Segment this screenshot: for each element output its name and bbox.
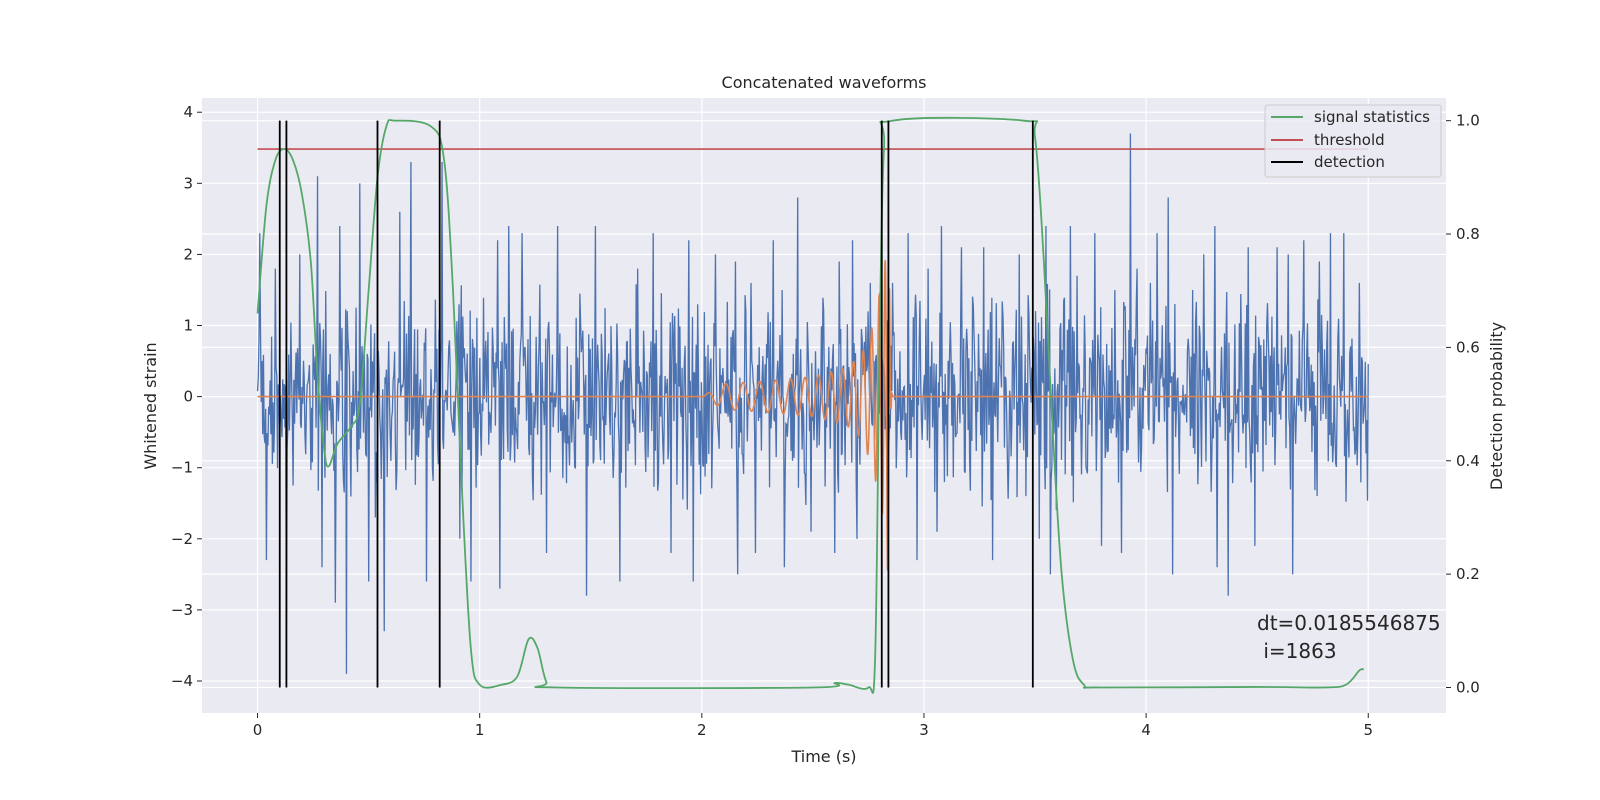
legend: signal statistics threshold detection [1264,104,1442,178]
series-signal-statistics [256,116,1365,694]
y-axis-left: −4 −3 −2 −1 0 1 2 3 4 [171,103,202,690]
y2-tick-label: 0.2 [1456,565,1480,583]
y-tick-label: −3 [171,601,193,619]
y-tick-label: −1 [171,459,193,477]
y2-tick-label: 0.8 [1456,225,1480,243]
x-tick-label: 1 [475,721,485,739]
y2-tick-label: 0.6 [1456,338,1480,356]
y-tick-label: 2 [183,245,193,263]
y-tick-label: 1 [183,317,193,335]
legend-label-threshold: threshold [1314,131,1385,149]
x-tick-label: 4 [1141,721,1151,739]
chart-title: Concatenated waveforms [722,73,927,92]
y2-axis-label: Detection probability [1487,322,1506,490]
y-tick-label: −4 [171,672,193,690]
x-tick-label: 5 [1363,721,1373,739]
y-axis-right: 0.0 0.2 0.4 0.6 0.8 1.0 [1446,112,1480,696]
annotation-line-dt: dt=0.0185546875 [1257,611,1441,635]
legend-label-signal-statistics: signal statistics [1314,108,1430,126]
y2-tick-label: 0.4 [1456,452,1480,470]
y-axis-label: Whitened strain [141,342,160,469]
y2-tick-label: 1.0 [1456,112,1480,130]
x-axis: 0 1 2 3 4 5 [253,713,1373,739]
annotation-line-i: i=1863 [1257,639,1337,663]
series-waveform [257,259,1369,571]
x-tick-label: 3 [919,721,929,739]
y-tick-label: 4 [183,103,193,121]
x-tick-label: 0 [253,721,263,739]
plot-area [256,116,1369,694]
y-tick-label: −2 [171,530,193,548]
legend-label-detection: detection [1314,153,1385,171]
x-tick-label: 2 [697,721,707,739]
x-axis-label: Time (s) [790,747,856,766]
legend-box [1264,104,1442,178]
y-tick-label: 0 [183,388,193,406]
y-tick-label: 3 [183,174,193,192]
annotation: dt=0.0185546875 i=1863 [1257,611,1441,663]
y2-tick-label: 0.0 [1456,678,1480,696]
